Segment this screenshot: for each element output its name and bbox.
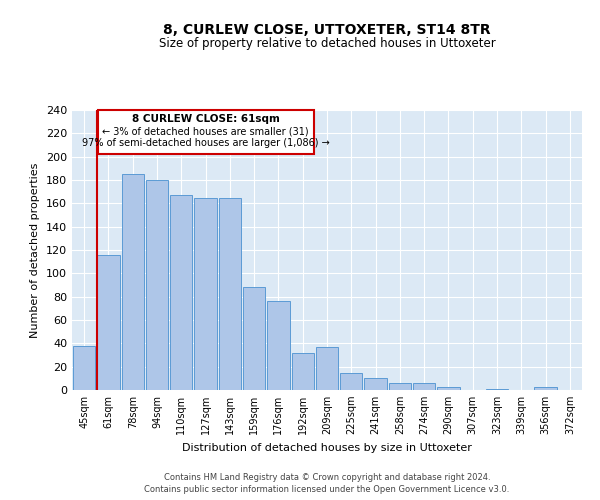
FancyBboxPatch shape xyxy=(97,110,314,154)
Bar xyxy=(146,180,168,390)
Bar xyxy=(194,198,217,390)
Bar xyxy=(243,288,265,390)
Bar xyxy=(73,346,95,390)
Bar xyxy=(122,174,144,390)
Bar xyxy=(97,254,119,390)
Bar xyxy=(316,347,338,390)
Text: 97% of semi-detached houses are larger (1,086) →: 97% of semi-detached houses are larger (… xyxy=(82,138,329,147)
Bar xyxy=(170,195,193,390)
Bar xyxy=(486,389,508,390)
Bar xyxy=(535,386,557,390)
Bar xyxy=(364,378,387,390)
Text: Contains HM Land Registry data © Crown copyright and database right 2024.: Contains HM Land Registry data © Crown c… xyxy=(164,473,490,482)
Bar xyxy=(389,383,411,390)
X-axis label: Distribution of detached houses by size in Uttoxeter: Distribution of detached houses by size … xyxy=(182,442,472,452)
Bar xyxy=(437,386,460,390)
Bar xyxy=(292,352,314,390)
Text: Contains public sector information licensed under the Open Government Licence v3: Contains public sector information licen… xyxy=(145,484,509,494)
Text: 8, CURLEW CLOSE, UTTOXETER, ST14 8TR: 8, CURLEW CLOSE, UTTOXETER, ST14 8TR xyxy=(163,22,491,36)
Bar xyxy=(413,383,436,390)
Bar xyxy=(218,198,241,390)
Text: ← 3% of detached houses are smaller (31): ← 3% of detached houses are smaller (31) xyxy=(102,126,309,136)
Bar xyxy=(340,372,362,390)
Y-axis label: Number of detached properties: Number of detached properties xyxy=(31,162,40,338)
Bar xyxy=(267,302,290,390)
Text: Size of property relative to detached houses in Uttoxeter: Size of property relative to detached ho… xyxy=(158,38,496,51)
Text: 8 CURLEW CLOSE: 61sqm: 8 CURLEW CLOSE: 61sqm xyxy=(131,114,280,124)
